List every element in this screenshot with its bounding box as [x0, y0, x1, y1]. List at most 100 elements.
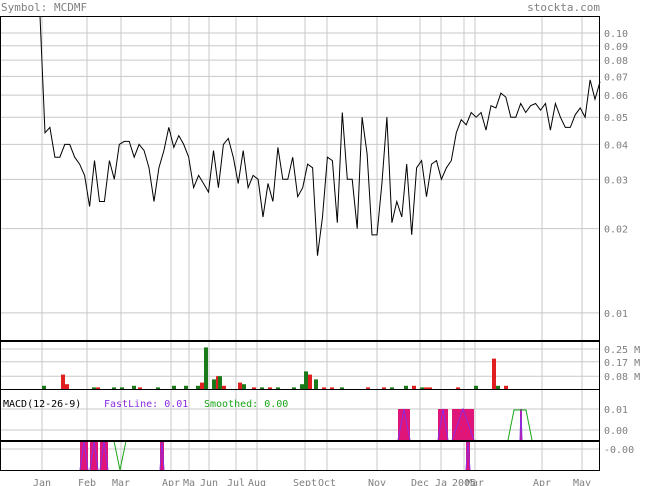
- price-tick-label: 0.06: [604, 91, 628, 102]
- volume-bar: [300, 384, 304, 389]
- volume-bar: [238, 382, 242, 389]
- volume-bar: [184, 385, 188, 389]
- month-label: Sept: [293, 478, 317, 486]
- price-tick-label: 0.07: [604, 72, 628, 83]
- volume-bar: [204, 347, 208, 389]
- volume-bar: [218, 376, 222, 389]
- macd-tick-label: -0.00: [604, 445, 634, 456]
- pane-frame: [0, 16, 600, 341]
- volume-bar: [96, 387, 100, 389]
- macd-smoothed-label: Smoothed: 0.00: [204, 399, 288, 410]
- volume-bar: [330, 387, 334, 389]
- macd-fastline-segment: [451, 407, 475, 441]
- volume-bar: [412, 385, 416, 389]
- volume-bar: [112, 387, 116, 389]
- volume-bar: [492, 358, 496, 389]
- volume-bar: [424, 387, 428, 389]
- volume-tick-label: 0.08 M: [604, 372, 640, 383]
- volume-bar: [474, 385, 478, 389]
- macd-tick-label: 0.00: [604, 426, 628, 437]
- volume-bar: [340, 387, 344, 389]
- volume-tick-label: 0.25 M: [604, 345, 640, 356]
- month-label: Mar: [112, 478, 130, 486]
- volume-bar: [268, 387, 272, 389]
- volume-tick-label: 0.17 M: [604, 358, 640, 369]
- month-label: May: [573, 478, 591, 486]
- volume-bar: [276, 387, 280, 389]
- macd-histogram-bar: [438, 409, 448, 440]
- site-label: stockta.com: [527, 1, 600, 14]
- macd-fastline-segment: [519, 408, 523, 441]
- macd-histogram-bar: [452, 409, 474, 440]
- volume-bar: [200, 382, 204, 389]
- volume-bar: [138, 387, 142, 389]
- volume-bar: [404, 385, 408, 389]
- pane-frame: [0, 441, 600, 471]
- macd-histogram-bar: [466, 441, 470, 470]
- volume-bar: [390, 387, 394, 389]
- month-label: Mar: [466, 478, 484, 486]
- month-label: Nov: [368, 478, 386, 486]
- macd-histogram-bar: [80, 441, 88, 470]
- price-tick-label: 0.04: [604, 140, 628, 151]
- symbol-label: Symbol: MCDMF: [1, 1, 87, 14]
- pane-frame: [0, 389, 600, 441]
- price-tick-label: 0.09: [604, 42, 628, 53]
- month-label: Apr: [162, 478, 180, 486]
- volume-bar: [314, 379, 318, 389]
- price-line: [39, 15, 601, 256]
- volume-bar: [196, 385, 200, 389]
- macd-title: MACD(12-26-9): [3, 399, 81, 410]
- volume-bar: [172, 385, 176, 389]
- macd-histogram-bar: [100, 441, 108, 470]
- macd-tick-label: 0.01: [604, 405, 628, 416]
- volume-bar: [42, 385, 46, 389]
- month-label: Dec: [411, 478, 429, 486]
- volume-bar: [456, 387, 460, 389]
- volume-bar: [252, 387, 256, 389]
- macd-fastline-segment: [397, 408, 411, 441]
- volume-bar: [156, 387, 160, 389]
- macd-fastline-segment: [437, 408, 449, 441]
- volume-bar: [222, 385, 226, 389]
- price-tick-label: 0.01: [604, 309, 628, 320]
- volume-bar: [428, 387, 432, 389]
- volume-bar: [132, 385, 136, 389]
- volume-bar: [496, 385, 500, 389]
- volume-bar: [322, 387, 326, 389]
- volume-bar: [504, 385, 508, 389]
- volume-bar: [382, 387, 386, 389]
- macd-histogram-bar: [90, 441, 98, 470]
- volume-bar: [242, 384, 246, 389]
- month-label: Feb: [78, 478, 96, 486]
- volume-bar: [120, 387, 124, 389]
- volume-bar: [292, 387, 296, 389]
- price-tick-label: 0.02: [604, 225, 628, 236]
- price-tick-label: 0.03: [604, 175, 628, 186]
- volume-bar: [61, 374, 65, 389]
- month-label: Apr: [533, 478, 551, 486]
- macd-histogram-bar: [160, 441, 164, 470]
- month-label: Ja: [435, 478, 447, 486]
- price-tick-label: 0.10: [604, 29, 628, 40]
- month-label: Oct: [318, 478, 336, 486]
- month-label: Jan: [33, 478, 51, 486]
- month-label: Jul: [227, 478, 245, 486]
- price-tick-label: 0.08: [604, 56, 628, 67]
- macd-smoothed-segment: [507, 409, 533, 441]
- macd-histogram-bar: [398, 409, 410, 440]
- volume-bar: [366, 387, 370, 389]
- volume-bar: [420, 387, 424, 389]
- price-tick-label: 0.05: [604, 113, 628, 124]
- volume-bar: [92, 387, 96, 389]
- month-label: Aug: [248, 478, 266, 486]
- volume-bar: [304, 371, 308, 389]
- month-label: Ma: [183, 478, 195, 486]
- volume-bar: [212, 379, 216, 389]
- volume-bar: [308, 374, 312, 389]
- volume-bar: [260, 387, 264, 389]
- month-label: 2005: [452, 478, 476, 486]
- volume-bar: [65, 384, 69, 389]
- macd-fastline-label: FastLine: 0.01: [104, 399, 188, 410]
